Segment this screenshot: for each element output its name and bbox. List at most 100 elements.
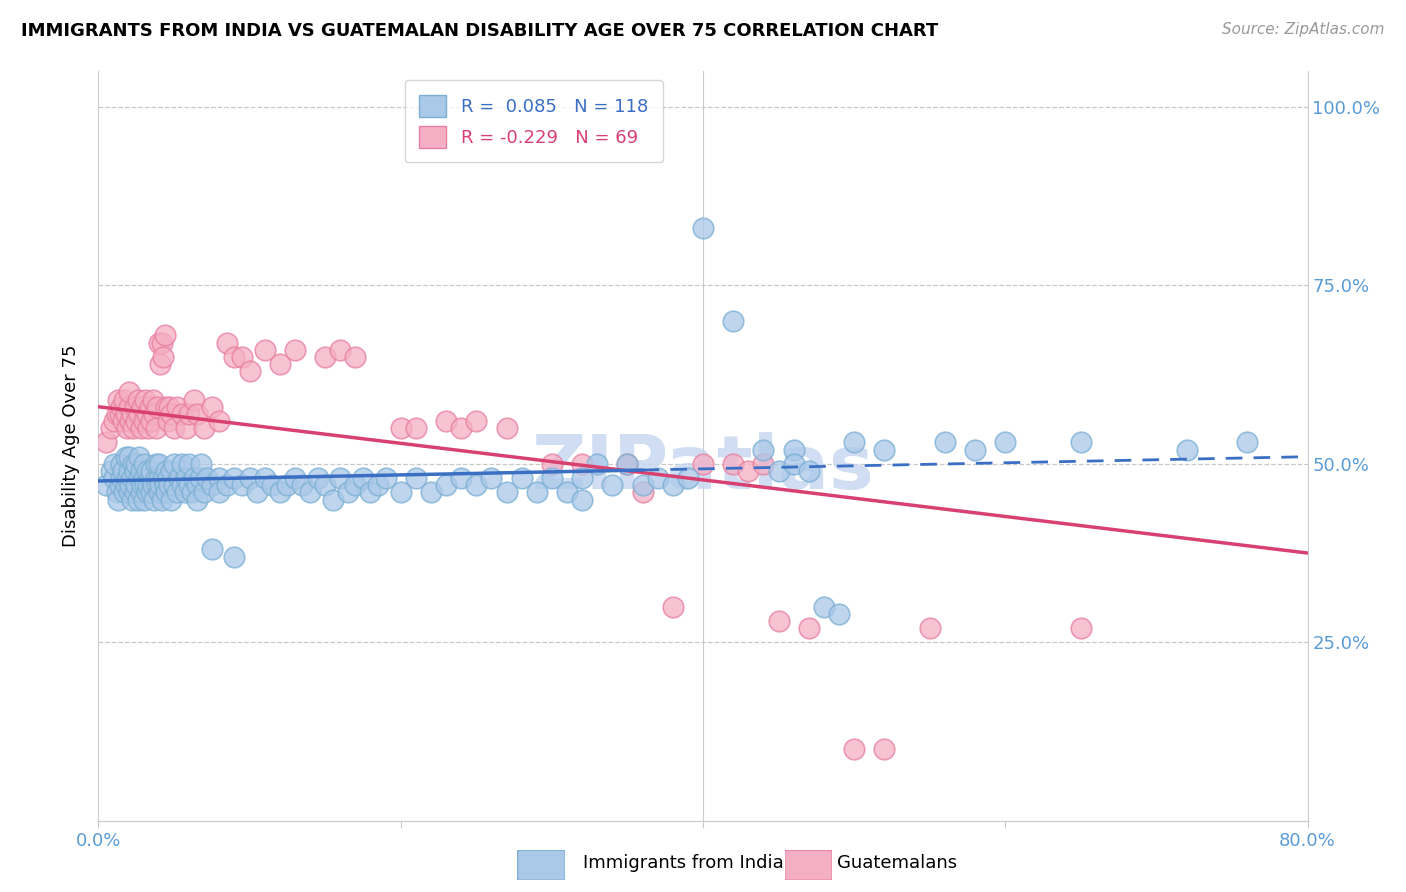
Point — [118, 464, 141, 478]
Point — [465, 414, 488, 428]
Point — [586, 457, 609, 471]
Point — [135, 464, 157, 478]
Point — [132, 492, 155, 507]
Point — [344, 350, 367, 364]
Point — [118, 450, 141, 464]
Point — [128, 471, 150, 485]
Point — [136, 421, 159, 435]
Point — [783, 457, 806, 471]
Point — [129, 485, 152, 500]
Point — [389, 421, 412, 435]
Point — [262, 478, 284, 492]
Point — [405, 471, 427, 485]
Point — [135, 485, 157, 500]
Point — [918, 621, 941, 635]
Point — [110, 471, 132, 485]
Point — [128, 407, 150, 421]
Point — [752, 457, 775, 471]
Point — [307, 471, 329, 485]
Point — [160, 407, 183, 421]
Point — [141, 414, 163, 428]
Y-axis label: Disability Age Over 75: Disability Age Over 75 — [62, 344, 80, 548]
Point — [844, 435, 866, 450]
Point — [149, 478, 172, 492]
Point — [100, 421, 122, 435]
Point — [142, 392, 165, 407]
Point — [934, 435, 956, 450]
Point — [465, 478, 488, 492]
Point — [844, 742, 866, 756]
FancyBboxPatch shape — [517, 850, 565, 880]
Point — [143, 492, 166, 507]
Point — [186, 478, 208, 492]
Point — [193, 485, 215, 500]
Point — [108, 407, 131, 421]
Point — [153, 478, 176, 492]
Point — [166, 485, 188, 500]
Point — [105, 485, 128, 500]
Point — [139, 400, 162, 414]
Point — [114, 407, 136, 421]
Point — [269, 357, 291, 371]
Point — [135, 407, 157, 421]
Point — [239, 471, 262, 485]
Point — [768, 464, 790, 478]
Point — [752, 442, 775, 457]
Point — [112, 485, 135, 500]
Point — [166, 400, 188, 414]
Point — [125, 414, 148, 428]
Point — [224, 471, 246, 485]
Point — [110, 457, 132, 471]
Point — [142, 478, 165, 492]
Point — [94, 478, 117, 492]
Point — [661, 478, 683, 492]
Point — [783, 442, 806, 457]
Point — [131, 400, 153, 414]
Point — [141, 485, 163, 500]
Point — [1175, 442, 1198, 457]
Point — [103, 471, 125, 485]
Point — [120, 414, 142, 428]
Point — [797, 464, 820, 478]
Point — [994, 435, 1017, 450]
Point — [131, 478, 153, 492]
Point — [132, 471, 155, 485]
Point — [540, 457, 562, 471]
Point — [179, 407, 201, 421]
Point — [737, 464, 759, 478]
Point — [118, 385, 141, 400]
Point — [616, 457, 638, 471]
Point — [329, 343, 352, 357]
Point — [1236, 435, 1258, 450]
Point — [105, 407, 128, 421]
Point — [434, 414, 457, 428]
Point — [170, 407, 193, 421]
Point — [253, 471, 276, 485]
Point — [139, 471, 162, 485]
Point — [148, 471, 170, 485]
Point — [181, 485, 204, 500]
Point — [103, 414, 125, 428]
Point — [322, 492, 344, 507]
Point — [360, 485, 382, 500]
Point — [291, 478, 314, 492]
Point — [828, 607, 851, 621]
Point — [555, 485, 578, 500]
Point — [336, 485, 359, 500]
FancyBboxPatch shape — [785, 850, 832, 880]
Point — [174, 471, 197, 485]
Point — [120, 478, 142, 492]
Point — [118, 400, 141, 414]
Point — [170, 478, 193, 492]
Point — [141, 464, 163, 478]
Point — [571, 492, 593, 507]
Point — [159, 400, 181, 414]
Point — [367, 478, 389, 492]
Point — [145, 421, 167, 435]
Point — [152, 350, 174, 364]
Point — [163, 478, 186, 492]
Point — [156, 414, 179, 428]
Point — [145, 457, 167, 471]
Point — [661, 599, 683, 614]
Point — [631, 485, 654, 500]
